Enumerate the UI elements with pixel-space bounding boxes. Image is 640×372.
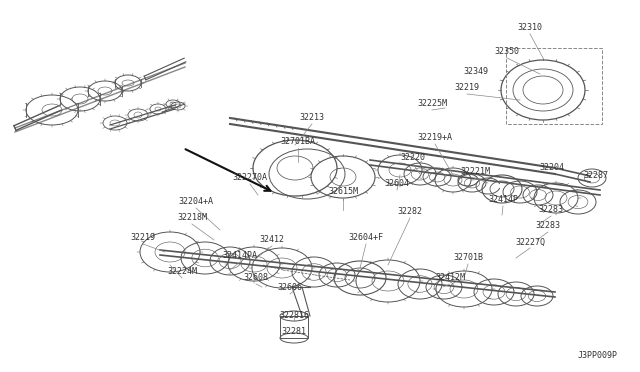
Text: 32412M: 32412M — [435, 273, 465, 282]
Text: 32225M: 32225M — [417, 99, 447, 109]
Text: 322270A: 322270A — [232, 173, 268, 183]
Text: 32310: 32310 — [518, 23, 543, 32]
Text: 32219: 32219 — [454, 83, 479, 93]
Text: 32615M: 32615M — [328, 187, 358, 196]
Text: 32414P: 32414P — [488, 196, 518, 205]
Text: 32204: 32204 — [540, 164, 564, 173]
Text: 32349: 32349 — [463, 67, 488, 77]
Text: 32604: 32604 — [385, 180, 410, 189]
Text: 322816: 322816 — [279, 311, 309, 320]
Text: 32220: 32220 — [401, 154, 426, 163]
Text: J3PP009P: J3PP009P — [578, 352, 618, 360]
Text: 32283: 32283 — [536, 221, 561, 231]
Text: 32608: 32608 — [243, 273, 269, 282]
Text: 32218M: 32218M — [177, 214, 207, 222]
Text: 32224M: 32224M — [167, 267, 197, 276]
Bar — [280, 316, 308, 338]
Text: 32287: 32287 — [584, 171, 609, 180]
Text: 32701BA: 32701BA — [280, 138, 316, 147]
Text: 32213: 32213 — [300, 113, 324, 122]
Text: 32350: 32350 — [495, 48, 520, 57]
Text: 32412: 32412 — [259, 235, 285, 244]
Text: 32414PA: 32414PA — [223, 251, 257, 260]
Text: 32606: 32606 — [278, 283, 303, 292]
Text: 32204+A: 32204+A — [179, 198, 214, 206]
Text: 32221M: 32221M — [460, 167, 490, 176]
Text: 32219: 32219 — [131, 234, 156, 243]
Text: 32283: 32283 — [538, 205, 563, 215]
Text: 32227Q: 32227Q — [515, 237, 545, 247]
Text: 32604+F: 32604+F — [349, 234, 383, 243]
Text: 32282: 32282 — [397, 208, 422, 217]
Text: 32701B: 32701B — [453, 253, 483, 263]
Text: 32281: 32281 — [282, 327, 307, 337]
Text: 32219+A: 32219+A — [417, 134, 452, 142]
